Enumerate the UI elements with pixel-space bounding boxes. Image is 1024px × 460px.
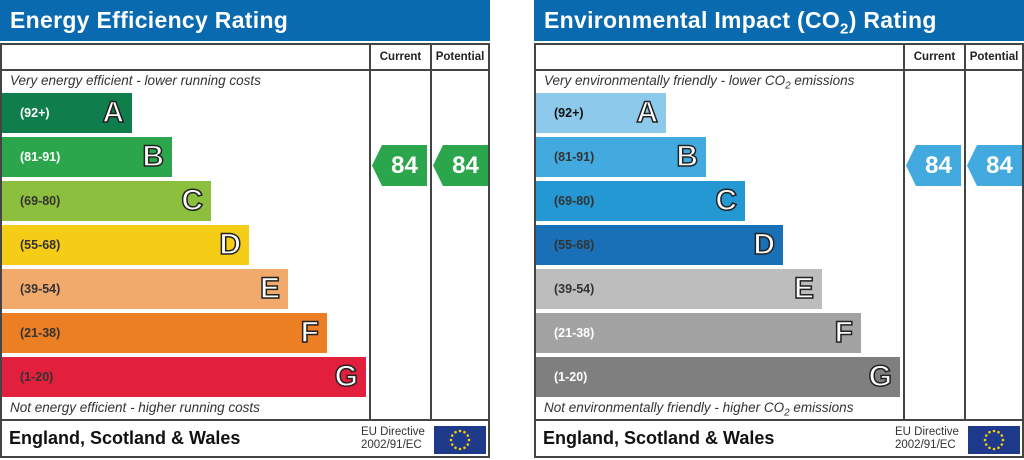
potential-rating-value: 84 bbox=[452, 152, 479, 179]
band-range: (55-68) bbox=[20, 238, 61, 252]
band-bar-f: (21-38) F bbox=[536, 313, 861, 353]
footer-region: England, Scotland & Wales bbox=[543, 428, 775, 448]
eu-directive-line: EU Directive bbox=[895, 426, 959, 438]
band-letter: G bbox=[868, 359, 893, 394]
potential-column-divider bbox=[964, 43, 966, 420]
rating-panel: Energy Efficiency Rating Current Potential… bbox=[0, 0, 490, 460]
potential-rating-arrow: 84 bbox=[967, 145, 1022, 186]
bottom-note: Not environmentally friendly - higher CO… bbox=[544, 400, 854, 419]
header-divider bbox=[534, 69, 1024, 71]
band-letter: G bbox=[334, 359, 359, 394]
potential-column-divider bbox=[430, 43, 432, 420]
band-range: (1-20) bbox=[554, 370, 588, 384]
band-bar-g: (1-20) G bbox=[536, 357, 900, 397]
band-bar-b: (81-91) B bbox=[2, 137, 172, 177]
band-bar-f: (21-38) F bbox=[2, 313, 327, 353]
eu-directive-line: 2002/91/EC bbox=[895, 439, 956, 451]
band-range: (55-68) bbox=[554, 238, 595, 252]
band-bar-d: (55-68) D bbox=[2, 225, 249, 265]
band-range: (1-20) bbox=[20, 370, 54, 384]
band-bar-d: (55-68) D bbox=[536, 225, 783, 265]
current-column-divider bbox=[369, 43, 371, 420]
band-bar-c: (69-80) C bbox=[536, 181, 745, 221]
eu-flag-icon bbox=[968, 426, 1020, 454]
chart-frame bbox=[0, 43, 490, 458]
band-bar-e: (39-54) E bbox=[536, 269, 822, 309]
band-letter: E bbox=[793, 271, 815, 306]
eu-directive: EU Directive 2002/91/EC bbox=[895, 426, 959, 452]
band-letter: F bbox=[834, 315, 854, 350]
band-range: (92+) bbox=[554, 106, 584, 120]
band-bar-g: (1-20) G bbox=[2, 357, 366, 397]
eu-directive: EU Directive 2002/91/EC bbox=[361, 426, 425, 452]
current-rating-arrow: 84 bbox=[906, 145, 961, 186]
current-rating-value: 84 bbox=[391, 152, 418, 179]
band-range: (21-38) bbox=[554, 326, 595, 340]
band-letter: F bbox=[300, 315, 320, 350]
potential-rating-arrow: 84 bbox=[433, 145, 488, 186]
potential-rating-value: 84 bbox=[986, 152, 1013, 179]
band-bar-e: (39-54) E bbox=[2, 269, 288, 309]
rating-panel: Environmental Impact (CO2) Rating Current… bbox=[534, 0, 1024, 460]
footer-divider bbox=[0, 419, 490, 421]
band-bar-c: (69-80) C bbox=[2, 181, 211, 221]
footer-divider bbox=[534, 419, 1024, 421]
band-range: (92+) bbox=[20, 106, 50, 120]
current-rating-value: 84 bbox=[925, 152, 952, 179]
footer-region: England, Scotland & Wales bbox=[9, 428, 241, 448]
band-range: (69-80) bbox=[20, 194, 61, 208]
current-rating-arrow: 84 bbox=[372, 145, 427, 186]
chart-frame bbox=[534, 43, 1024, 458]
band-letter: A bbox=[102, 95, 125, 130]
band-bar-b: (81-91) B bbox=[536, 137, 706, 177]
band-letter: D bbox=[753, 227, 776, 262]
column-header-current: Current bbox=[379, 51, 422, 63]
band-range: (39-54) bbox=[20, 282, 61, 296]
top-note: Very environmentally friendly - lower CO… bbox=[544, 73, 855, 92]
band-range: (69-80) bbox=[554, 194, 595, 208]
band-letter: D bbox=[219, 227, 242, 262]
band-range: (81-91) bbox=[554, 150, 595, 164]
chart-title: Environmental Impact (CO2) Rating bbox=[534, 0, 1024, 41]
band-letter: C bbox=[715, 183, 738, 218]
column-header-current: Current bbox=[913, 51, 956, 63]
top-note: Very energy efficient - lower running co… bbox=[10, 73, 261, 88]
eu-directive-line: EU Directive bbox=[361, 426, 425, 438]
chart-title: Energy Efficiency Rating bbox=[0, 0, 490, 41]
band-range: (81-91) bbox=[20, 150, 61, 164]
band-range: (39-54) bbox=[554, 282, 595, 296]
column-header-potential: Potential bbox=[435, 51, 485, 63]
bottom-note: Not energy efficient - higher running co… bbox=[10, 400, 260, 415]
band-letter: B bbox=[142, 139, 165, 174]
band-letter: E bbox=[259, 271, 281, 306]
band-letter: C bbox=[181, 183, 204, 218]
current-column-divider bbox=[903, 43, 905, 420]
header-divider bbox=[0, 69, 490, 71]
band-bar-a: (92+) A bbox=[2, 93, 132, 133]
band-letter: A bbox=[636, 95, 659, 130]
column-header-potential: Potential bbox=[969, 51, 1019, 63]
band-bar-a: (92+) A bbox=[536, 93, 666, 133]
eu-flag-icon bbox=[434, 426, 486, 454]
eu-directive-line: 2002/91/EC bbox=[361, 439, 422, 451]
band-range: (21-38) bbox=[20, 326, 61, 340]
band-letter: B bbox=[676, 139, 699, 174]
